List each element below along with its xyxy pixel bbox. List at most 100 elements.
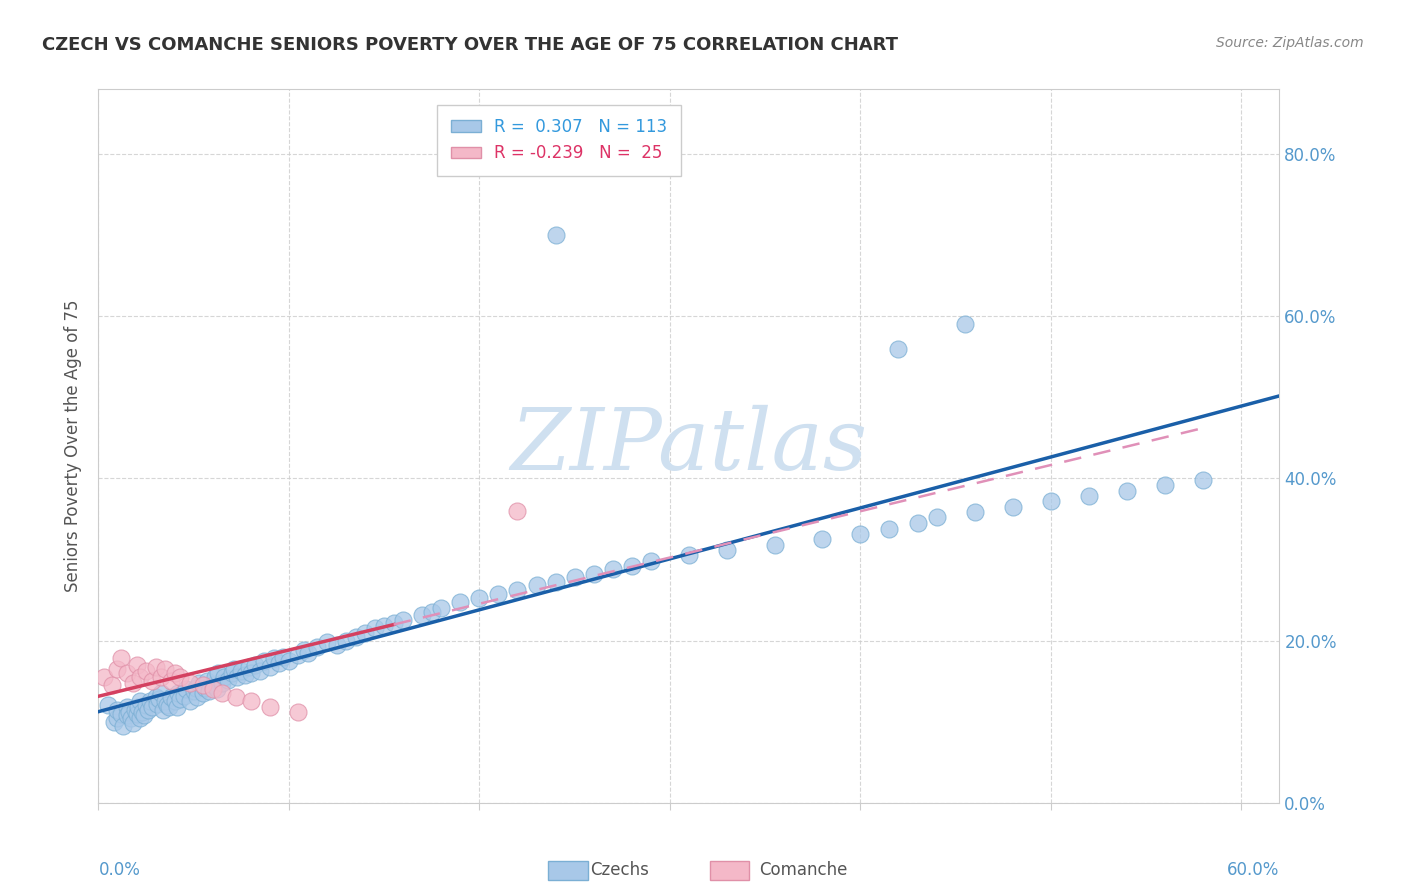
Point [156, 698, 179, 713]
Point [136, 702, 159, 716]
Point [297, 646, 319, 660]
Point [100, 678, 122, 692]
Point [344, 630, 367, 644]
Point [239, 694, 262, 708]
Point [678, 549, 700, 563]
Point [195, 674, 218, 689]
Point [115, 708, 138, 723]
Point [173, 689, 195, 703]
Point [763, 538, 786, 552]
Point [233, 667, 256, 681]
Point [602, 562, 624, 576]
Point [179, 675, 201, 690]
Point [1039, 494, 1062, 508]
Point [222, 662, 245, 676]
Point [183, 684, 205, 698]
Point [121, 675, 143, 690]
Point [907, 516, 929, 530]
Point [159, 674, 181, 689]
Point [118, 705, 141, 719]
Point [107, 702, 129, 716]
Point [139, 694, 162, 708]
Point [287, 705, 309, 719]
Point [115, 666, 138, 681]
Point [953, 318, 976, 332]
Point [193, 686, 215, 700]
Point [163, 694, 186, 708]
Point [121, 716, 143, 731]
Point [120, 711, 142, 725]
Point [129, 694, 152, 708]
Point [110, 706, 132, 721]
Point [925, 510, 948, 524]
Point [112, 719, 135, 733]
Point [582, 567, 605, 582]
Point [1154, 478, 1177, 492]
Point [152, 702, 174, 716]
Text: 60.0%: 60.0% [1227, 861, 1279, 879]
Point [1001, 500, 1024, 514]
Point [211, 686, 233, 700]
Point [263, 651, 285, 665]
Point [335, 633, 357, 648]
Text: ZIPatlas: ZIPatlas [510, 405, 868, 487]
Point [188, 675, 211, 690]
Point [150, 686, 173, 700]
Legend: R =  0.307   N = 113, R = -0.239   N =  25: R = 0.307 N = 113, R = -0.239 N = 25 [437, 104, 681, 176]
Point [259, 700, 281, 714]
Point [145, 690, 167, 705]
Point [194, 681, 217, 695]
Point [287, 648, 309, 663]
Point [205, 682, 228, 697]
Point [887, 342, 910, 356]
Point [488, 586, 510, 600]
Point [110, 651, 132, 665]
Point [226, 670, 249, 684]
Point [198, 684, 221, 698]
Point [193, 678, 215, 692]
Point [129, 670, 152, 684]
Point [392, 613, 415, 627]
Point [107, 662, 129, 676]
Point [307, 640, 329, 654]
Point [153, 694, 176, 708]
Point [150, 670, 173, 684]
Text: 0.0%: 0.0% [98, 861, 141, 879]
Point [134, 708, 156, 723]
Point [124, 702, 146, 716]
Point [506, 583, 529, 598]
Point [544, 575, 567, 590]
Y-axis label: Seniors Poverty Over the Age of 75: Seniors Poverty Over the Age of 75 [65, 300, 83, 592]
Point [135, 698, 157, 713]
Point [107, 711, 129, 725]
Text: Comanche: Comanche [759, 861, 848, 879]
Text: Source: ZipAtlas.com: Source: ZipAtlas.com [1216, 36, 1364, 50]
Point [97, 698, 120, 713]
Point [253, 654, 276, 668]
Text: Czechs: Czechs [591, 861, 650, 879]
Point [174, 682, 197, 697]
Point [620, 559, 643, 574]
Point [201, 682, 224, 697]
Point [146, 697, 169, 711]
Point [325, 638, 347, 652]
Point [382, 615, 405, 630]
Point [225, 690, 247, 705]
Point [249, 665, 271, 679]
Point [103, 714, 125, 729]
Point [157, 700, 180, 714]
Point [544, 228, 567, 243]
Point [373, 619, 395, 633]
Point [115, 700, 138, 714]
Point [207, 666, 229, 681]
Point [963, 506, 986, 520]
Point [239, 666, 262, 681]
Point [135, 665, 157, 679]
Point [145, 659, 167, 673]
Point [877, 522, 900, 536]
Point [243, 657, 266, 672]
Point [271, 649, 294, 664]
Point [93, 670, 115, 684]
Point [163, 666, 186, 681]
Point [811, 533, 834, 547]
